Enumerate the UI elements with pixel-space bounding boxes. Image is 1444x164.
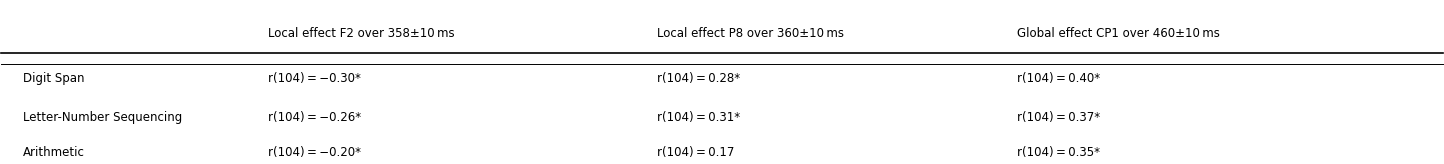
Text: Letter-Number Sequencing: Letter-Number Sequencing: [23, 111, 182, 124]
Text: Digit Span: Digit Span: [23, 72, 85, 85]
Text: r(104) = 0.37*: r(104) = 0.37*: [1018, 111, 1100, 124]
Text: r(104) = 0.35*: r(104) = 0.35*: [1018, 146, 1100, 159]
Text: r(104) = 0.28*: r(104) = 0.28*: [657, 72, 741, 85]
Text: r(104) = 0.31*: r(104) = 0.31*: [657, 111, 741, 124]
Text: r(104) = 0.17: r(104) = 0.17: [657, 146, 735, 159]
Text: r(104) = 0.40*: r(104) = 0.40*: [1018, 72, 1100, 85]
Text: r(104) = −0.30*: r(104) = −0.30*: [269, 72, 361, 85]
Text: Arithmetic: Arithmetic: [23, 146, 85, 159]
Text: Global effect CP1 over 460±10 ms: Global effect CP1 over 460±10 ms: [1018, 27, 1220, 40]
Text: r(104) = −0.20*: r(104) = −0.20*: [269, 146, 361, 159]
Text: r(104) = −0.26*: r(104) = −0.26*: [269, 111, 361, 124]
Text: Local effect F2 over 358±10 ms: Local effect F2 over 358±10 ms: [269, 27, 455, 40]
Text: Local effect P8 over 360±10 ms: Local effect P8 over 360±10 ms: [657, 27, 845, 40]
